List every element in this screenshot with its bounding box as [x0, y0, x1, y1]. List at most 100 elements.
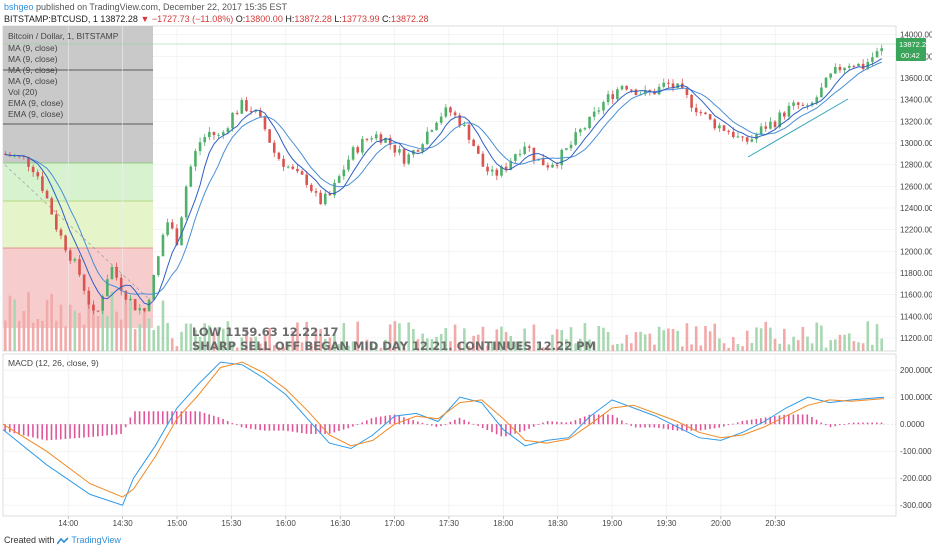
candle-body — [138, 308, 142, 311]
macd-pane[interactable]: MACD (12, 26, close, 9) 200.0000 100.0000… — [2, 353, 932, 517]
ohlc-high-label: H: — [285, 14, 295, 24]
candle-body — [374, 134, 378, 139]
volume-bar — [820, 325, 823, 351]
volume-bar — [657, 326, 661, 351]
time-axis[interactable]: 14:00 14:30 15:00 15:30 16:00 16:30 17:00 17:30… — [58, 516, 786, 528]
volume-bar — [425, 338, 429, 351]
volume-bar — [852, 341, 856, 351]
legend-item[interactable]: MA (9, close) — [8, 76, 58, 86]
macd-histogram-bar — [115, 424, 118, 435]
macd-label[interactable]: MACD (12, 26, close, 9) — [8, 358, 99, 368]
legend-item[interactable]: EMA (9, close) — [8, 109, 63, 119]
macd-histogram-bar — [78, 424, 81, 438]
candle-body — [402, 149, 406, 164]
legend-item[interactable]: MA (9, close) — [8, 65, 58, 75]
volume-bar — [551, 334, 554, 351]
volume-bar — [588, 339, 591, 351]
legend-item[interactable]: EMA (9, close) — [8, 98, 63, 108]
macd-histogram-bar — [857, 422, 860, 425]
tradingview-link[interactable]: TradingView — [71, 535, 121, 545]
candle-body — [857, 63, 860, 67]
chart-annotation[interactable]: LOW 1159.63 12.22.17 SHARP SELL OFF BEGA… — [192, 325, 596, 353]
macd-histogram-bar — [454, 419, 456, 425]
macd-histogram-bar — [222, 418, 224, 425]
time-axis-tick-label: 20:00 — [711, 519, 732, 528]
macd-axis[interactable]: 200.0000 100.0000 0.0000 -100.0000 -200.0000… — [900, 366, 932, 510]
volume-bar — [82, 324, 86, 351]
candle-body — [834, 66, 837, 74]
macd-histogram-bar — [106, 424, 108, 436]
volume-bar — [472, 335, 475, 351]
macd-histogram-bar — [46, 424, 48, 441]
volume-bar — [175, 346, 179, 351]
macd-histogram-bar — [672, 424, 674, 431]
volume-bar — [138, 324, 142, 351]
macd-histogram-bar — [370, 418, 373, 425]
macd-histogram-bar — [416, 421, 419, 425]
macd-histogram-bar — [556, 421, 558, 425]
legend-item[interactable]: MA (9, close) — [8, 43, 58, 53]
candle-body — [55, 214, 58, 230]
macd-histogram-bar — [579, 418, 581, 425]
macd-histogram-bar — [551, 421, 554, 425]
macd-histogram-bar — [379, 416, 382, 425]
candle-body — [597, 110, 601, 112]
candle-body — [180, 217, 183, 246]
volume-bar — [504, 332, 508, 351]
volume-bar — [806, 336, 809, 351]
volume-bar — [643, 334, 647, 351]
volume-bar — [416, 339, 420, 351]
volume-bar — [27, 292, 30, 351]
volume-bar — [310, 343, 313, 351]
candle-body — [578, 129, 582, 133]
candle-body — [871, 57, 874, 62]
macd-histogram-bar — [477, 424, 479, 426]
candle-body — [875, 51, 879, 58]
price-axis-tick-label: 12600.00 — [900, 182, 932, 191]
macd-histogram-bar — [602, 414, 605, 425]
price-pane[interactable]: Bitcoin / Dollar, 1, BITSTAMP MA (9, clo… — [2, 25, 932, 353]
macd-histogram-bar — [625, 423, 628, 425]
candle-body — [263, 116, 267, 130]
macd-histogram-bar — [110, 424, 113, 435]
price-axis[interactable]: 11200.00 11400.00 11600.00 11800.00 12000.00… — [900, 31, 932, 343]
macd-histogram-bar — [268, 424, 271, 431]
candle-body — [690, 94, 693, 108]
candle-body — [713, 119, 717, 129]
volume-bar — [379, 347, 383, 351]
legend-item[interactable]: Vol (20) — [8, 87, 37, 97]
volume-bar — [351, 341, 355, 351]
candle-body — [500, 166, 503, 176]
candle-body — [843, 67, 846, 71]
time-axis-tick-label: 20:30 — [765, 519, 786, 528]
volume-bar — [31, 322, 35, 351]
candle-body — [152, 275, 155, 300]
volume-bar — [694, 326, 698, 351]
macd-histogram-bar — [495, 424, 498, 435]
candle-body — [467, 124, 471, 140]
candle-body — [92, 304, 95, 311]
macd-histogram-bar — [148, 411, 150, 425]
candle-body — [305, 174, 309, 185]
candle-body — [119, 277, 123, 291]
candle-body — [435, 122, 438, 131]
volume-bar — [509, 335, 513, 351]
macd-histogram-bar — [310, 424, 312, 434]
time-axis-tick-label: 17:30 — [439, 519, 460, 528]
signal-line — [2, 361, 885, 498]
volume-bar — [365, 339, 369, 351]
publisher-name[interactable]: bshgeo — [4, 2, 34, 12]
macd-histogram-bar — [338, 424, 340, 431]
volume-bar — [527, 345, 531, 351]
volume-bar — [143, 310, 146, 351]
volume-bar — [342, 323, 346, 351]
volume-bar — [240, 337, 244, 351]
macd-histogram-bar — [486, 424, 489, 431]
legend-item[interactable]: MA (9, close) — [8, 54, 58, 64]
macd-histogram-bar — [755, 418, 758, 425]
candle-body — [773, 121, 777, 128]
trend-line[interactable] — [747, 98, 849, 158]
candle-body — [463, 124, 466, 126]
macd-histogram-bar — [634, 424, 637, 428]
